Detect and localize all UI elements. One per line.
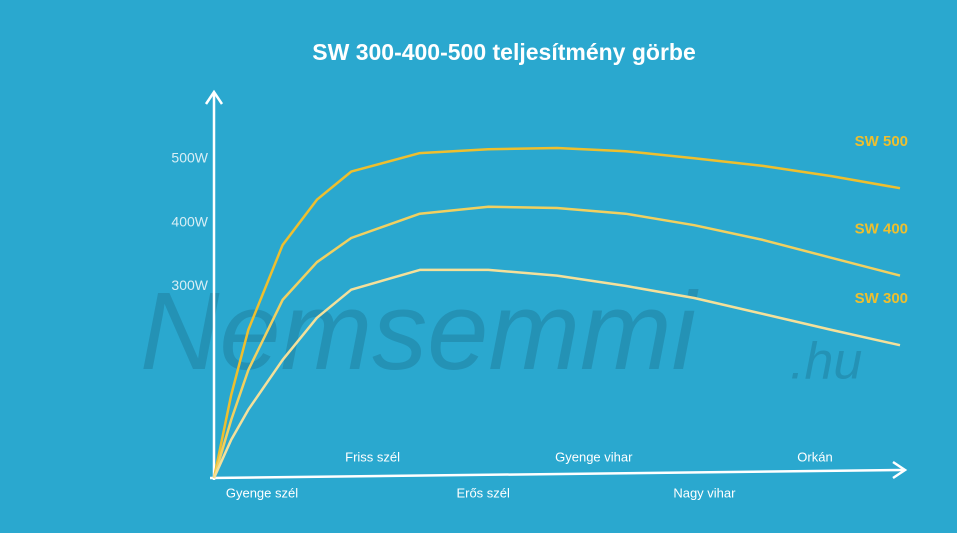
y-tick-label: 300W [171, 277, 208, 293]
x-label: Gyenge vihar [555, 449, 633, 464]
y-axis-arrow [204, 89, 224, 105]
series-line [212, 146, 901, 479]
x-axis-arrow [892, 460, 908, 480]
x-axis [209, 468, 906, 480]
x-label: Erős szél [456, 485, 510, 500]
watermark: .hu [790, 333, 862, 391]
x-label: Orkán [797, 449, 832, 464]
series-label: SW 300 [855, 290, 908, 307]
watermark: Nemsemmi [140, 270, 699, 393]
series-line [212, 268, 901, 479]
series-label: SW 400 [855, 221, 908, 238]
x-label: Nagy vihar [673, 485, 736, 500]
x-label: Friss szél [345, 449, 400, 464]
chart-title: SW 300-400-500 teljesítmény görbe [312, 39, 696, 65]
y-tick-label: 400W [171, 213, 208, 229]
series-line [212, 205, 901, 479]
series-label: SW 500 [855, 133, 908, 150]
x-label: Gyenge szél [226, 485, 298, 500]
y-tick-label: 500W [171, 150, 208, 166]
